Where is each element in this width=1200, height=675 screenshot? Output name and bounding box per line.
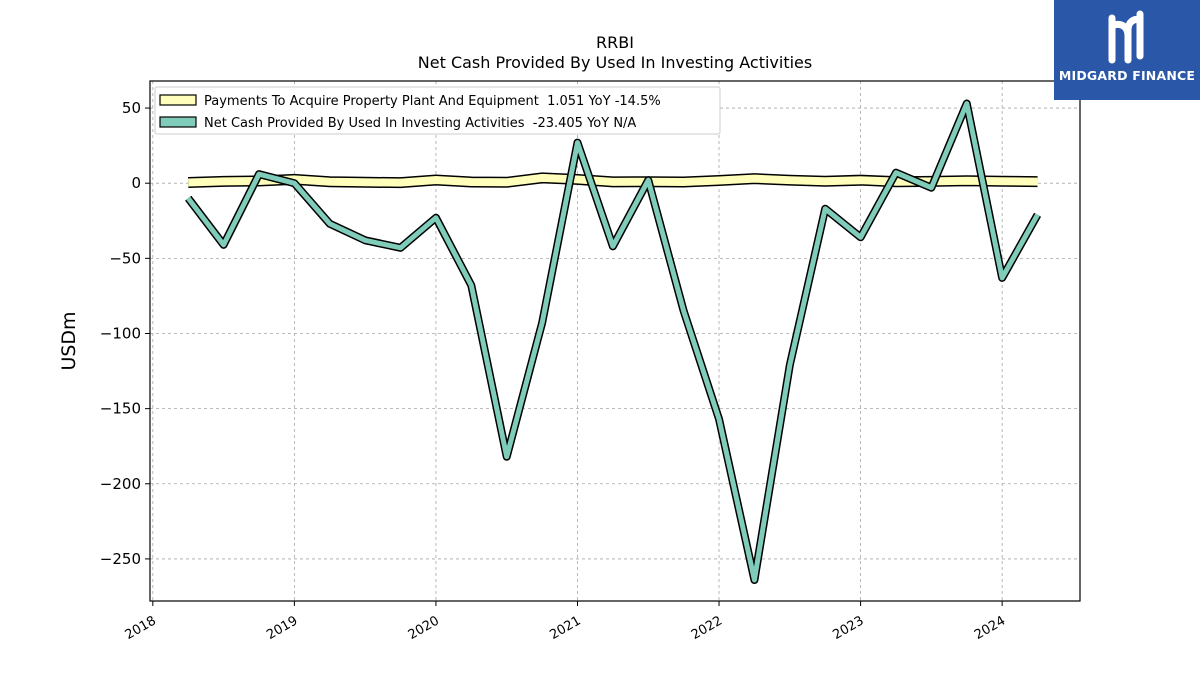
- series-investing-outline: [185, 99, 1042, 584]
- legend-swatch-ppe: [159, 94, 197, 106]
- y-tick-label: −200: [100, 475, 141, 493]
- series-ppe-line: [188, 173, 1038, 187]
- legend: Payments To Acquire Property Plant And E…: [154, 86, 721, 135]
- y-tick-label: −50: [109, 249, 141, 267]
- x-tick-label: 2022: [689, 613, 725, 643]
- legend-label-investing: Net Cash Provided By Used In Investing A…: [204, 116, 636, 131]
- legend-box: [154, 86, 721, 135]
- x-ticks: 2018 2019 2020 2021 2022 2023 2024: [123, 601, 1008, 643]
- x-tick-label: 2024: [972, 613, 1008, 643]
- series-investing-line: [186, 101, 1040, 583]
- y-axis-label: USDm: [58, 311, 80, 370]
- x-grid: [152, 81, 1003, 601]
- x-tick-label: 2023: [830, 613, 866, 643]
- y-tick-label: −100: [100, 324, 141, 342]
- chart-subtitle: Net Cash Provided By Used In Investing A…: [418, 53, 812, 72]
- x-tick-label: 2018: [123, 613, 159, 643]
- x-tick-label: 2021: [547, 613, 583, 643]
- x-tick-label: 2020: [406, 613, 442, 643]
- midgard-finance-logo: MIDGARD FINANCE: [1054, 0, 1200, 100]
- y-tick-label: 50: [122, 99, 141, 117]
- logo-brand-text: MIDGARD FINANCE: [1058, 68, 1196, 83]
- plot-frame: [149, 80, 1081, 602]
- series-layer: [185, 99, 1042, 584]
- logo-mark-icon: [1108, 10, 1144, 64]
- x-tick-label: 2019: [264, 613, 300, 643]
- chart-title: RRBI: [596, 33, 634, 52]
- legend-label-ppe: Payments To Acquire Property Plant And E…: [204, 94, 661, 109]
- legend-swatch-investing: [159, 116, 197, 128]
- y-tick-label: −250: [100, 550, 141, 568]
- y-tick-label: −150: [100, 400, 141, 418]
- y-ticks: 50 0 −50 −100 −150 −200 −250: [100, 99, 150, 568]
- y-tick-label: 0: [131, 174, 141, 192]
